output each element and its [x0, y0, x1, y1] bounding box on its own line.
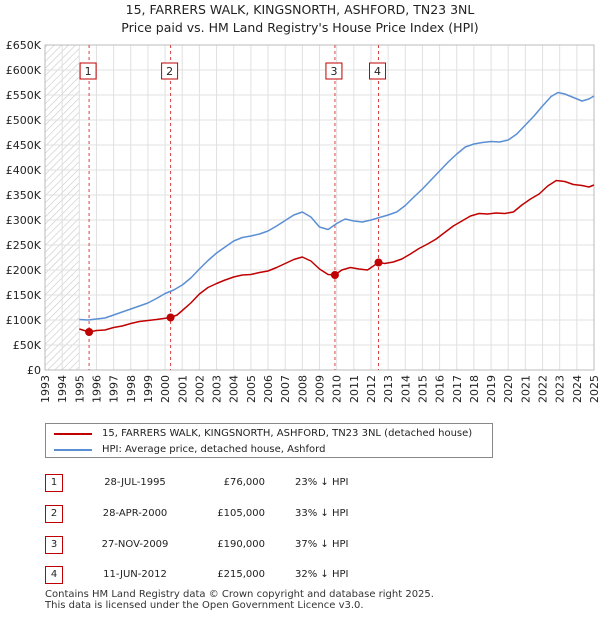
legend-swatch-property [54, 433, 92, 435]
x-tick-label: 2012 [365, 375, 378, 403]
sale-badge: 3 [45, 536, 63, 554]
sale-point [85, 328, 94, 336]
x-tick-label: 2009 [314, 375, 327, 403]
sale-label-number: 3 [330, 65, 337, 78]
x-tick-label: 1996 [90, 375, 103, 403]
sale-hpi-diff: 37% ↓ HPI [295, 539, 349, 550]
sale-date: 28-JUL-1995 [104, 477, 166, 488]
legend-label-property: 15, FARRERS WALK, KINGSNORTH, ASHFORD, T… [102, 428, 473, 439]
sale-hpi-diff: 33% ↓ HPI [295, 508, 349, 519]
x-tick-label: 2020 [502, 375, 515, 403]
hpi-series-line [79, 91, 595, 321]
sale-label-number: 2 [166, 65, 173, 78]
x-tick-label: 2007 [279, 375, 292, 403]
x-tick-label: 2010 [331, 375, 344, 403]
x-tick-label: 2017 [451, 375, 464, 403]
x-tick-label: 1997 [108, 375, 121, 403]
y-tick-label: £150K [6, 289, 42, 302]
sale-date: 27-NOV-2009 [101, 539, 169, 550]
sale-badge: 2 [45, 505, 63, 523]
sale-label-number: 4 [374, 65, 381, 78]
x-tick-label: 2025 [588, 375, 600, 403]
legend-swatch-hpi [54, 449, 92, 451]
x-tick-label: 2004 [228, 375, 241, 403]
x-tick-label: 1998 [125, 375, 138, 403]
y-tick-label: £200K [6, 264, 42, 277]
plot-frame [44, 44, 595, 371]
y-tick-label: £300K [6, 214, 42, 227]
footer-licence: This data is licensed under the Open Gov… [45, 600, 364, 611]
sale-label-box [369, 62, 387, 80]
x-tick-label: 2015 [416, 375, 429, 403]
x-tick-label: 2016 [434, 375, 447, 403]
sale-hpi-diff: 32% ↓ HPI [295, 569, 349, 580]
x-tick-label: 2000 [159, 375, 172, 403]
x-tick-label: 2002 [193, 375, 206, 403]
x-tick-label: 2024 [571, 375, 584, 403]
x-tick-label: 2003 [211, 375, 224, 403]
legend: 15, FARRERS WALK, KINGSNORTH, ASHFORD, T… [45, 423, 493, 458]
footer: Contains HM Land Registry data © Crown c… [45, 589, 434, 611]
y-tick-label: £350K [6, 189, 42, 202]
sale-price: £76,000 [223, 477, 265, 488]
sale-date: 11-JUN-2012 [103, 569, 167, 580]
sale-point [330, 271, 339, 279]
chart-title: 15, FARRERS WALK, KINGSNORTH, ASHFORD, T… [126, 2, 475, 17]
x-tick-label: 1993 [39, 375, 52, 403]
x-tick-label: 2001 [176, 375, 189, 403]
y-tick-label: £0 [27, 364, 41, 377]
x-tick-label: 2022 [537, 375, 550, 403]
x-tick-label: 2008 [296, 375, 309, 403]
y-tick-label: £550K [6, 89, 42, 102]
x-tick-label: 2019 [485, 375, 498, 403]
y-tick-label: £50K [13, 339, 42, 352]
legend-label-hpi: HPI: Average price, detached house, Ashf… [102, 444, 326, 455]
price-chart: 15, FARRERS WALK, KINGSNORTH, ASHFORD, T… [6, 2, 600, 403]
sale-hpi-diff: 23% ↓ HPI [295, 477, 349, 488]
y-tick-label: £400K [6, 164, 42, 177]
x-tick-label: 2006 [262, 375, 275, 403]
x-tick-label: 2014 [399, 375, 412, 403]
y-tick-label: £500K [6, 114, 42, 127]
sale-label-box [79, 62, 97, 80]
sale-label-box [161, 62, 179, 80]
sale-price: £190,000 [217, 539, 265, 550]
sale-price: £105,000 [217, 508, 265, 519]
sale-badge: 4 [45, 566, 63, 584]
y-tick-label: £250K [6, 239, 42, 252]
x-tick-label: 1995 [73, 375, 86, 403]
sale-point [374, 258, 383, 267]
x-tick-label: 2023 [554, 375, 567, 403]
sale-label-box [325, 62, 343, 80]
sale-price: £215,000 [217, 569, 265, 580]
x-tick-label: 2021 [519, 375, 532, 403]
x-tick-label: 2011 [348, 375, 361, 403]
y-tick-label: £650K [6, 39, 42, 52]
x-tick-label: 2013 [382, 375, 395, 403]
sale-label-number: 1 [85, 65, 92, 78]
x-tick-label: 2018 [468, 375, 481, 403]
y-tick-label: £100K [6, 314, 42, 327]
x-tick-label: 2005 [245, 375, 258, 403]
y-tick-label: £450K [6, 139, 42, 152]
sale-badge: 1 [45, 474, 63, 492]
footer-copyright: Contains HM Land Registry data © Crown c… [45, 589, 434, 600]
y-tick-label: £600K [6, 64, 42, 77]
sale-point [166, 313, 175, 322]
chart-subtitle: Price paid vs. HM Land Registry's House … [121, 20, 478, 35]
x-tick-label: 1994 [56, 375, 69, 403]
x-tick-label: 1999 [142, 375, 155, 403]
sale-date: 28-APR-2000 [102, 508, 168, 519]
